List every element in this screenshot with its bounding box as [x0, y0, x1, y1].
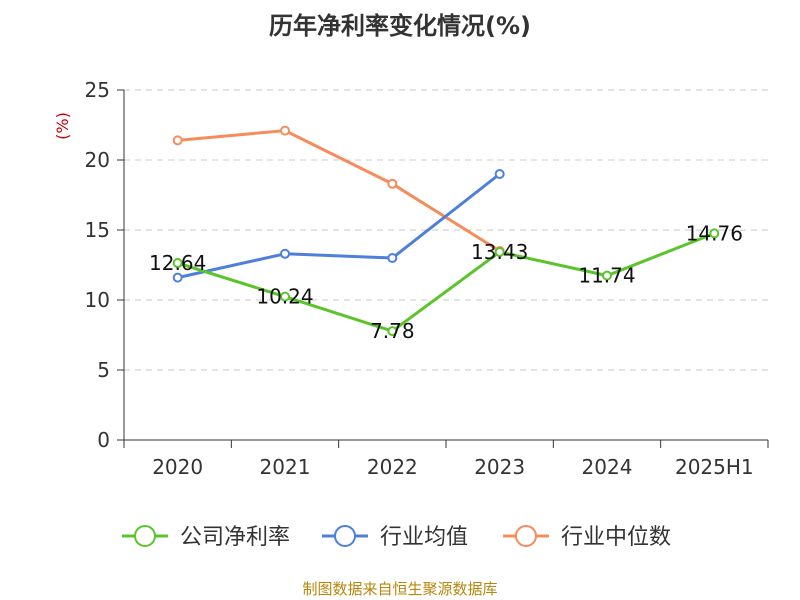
legend: 公司净利率 行业均值 行业中位数: [122, 525, 671, 550]
y-axis-unit-label: (%): [53, 112, 72, 140]
x-tick-label: 2020: [152, 455, 203, 479]
data-label: 7.78: [370, 319, 415, 343]
axes: 0 5 10 15 20 25 2020 2021 2022 2023 2024 2025H1: [85, 78, 769, 479]
legend-label: 行业中位数: [561, 525, 671, 550]
data-label: 14.76: [686, 221, 743, 245]
series-line-0: [177, 231, 715, 333]
data-point: [387, 253, 398, 263]
y-tick-label: 20: [85, 148, 110, 172]
data-point: [280, 248, 290, 259]
data-point: [172, 135, 183, 146]
y-tick-label: 10: [85, 288, 110, 312]
data-point: [172, 258, 183, 269]
data-label: 12.64: [149, 251, 206, 275]
x-tick-label: 2023: [474, 455, 525, 479]
y-tick-label: 25: [85, 78, 110, 102]
legend-label: 行业均值: [380, 525, 468, 550]
y-tick-label: 5: [97, 358, 110, 382]
y-tick-label: 15: [85, 218, 110, 242]
data-point: [387, 178, 398, 189]
x-tick-label: 2022: [367, 455, 418, 479]
source-note: 制图数据来自恒生聚源数据库: [302, 580, 497, 598]
x-tick-label: 2021: [260, 455, 311, 479]
x-tick-label: 2025H1: [675, 455, 754, 479]
data-point: [494, 246, 505, 257]
series-lines: [172, 125, 720, 337]
gridlines: [124, 89, 768, 371]
y-tick-label: 0: [97, 428, 110, 452]
data-point: [602, 270, 612, 281]
data-point: [280, 125, 290, 136]
data-point: [494, 169, 505, 179]
data-labels: 12.64 10.24 7.78 13.43 11.74 14.76: [149, 221, 743, 343]
series-line-2: [177, 129, 501, 253]
x-tick-label: 2024: [582, 455, 633, 479]
series-line-1: [177, 172, 501, 280]
data-label: 11.74: [578, 264, 635, 288]
data-label: 13.43: [471, 240, 528, 264]
legend-marker: [334, 525, 356, 547]
data-point: [709, 228, 720, 239]
chart-title: 历年净利率变化情况(%): [269, 12, 531, 40]
legend-label: 公司净利率: [180, 525, 290, 550]
data-point: [172, 272, 183, 283]
data-label: 10.24: [256, 285, 313, 309]
legend-marker: [515, 525, 537, 547]
data-point: [387, 326, 398, 337]
legend-marker: [134, 525, 156, 547]
data-point: [280, 291, 290, 302]
